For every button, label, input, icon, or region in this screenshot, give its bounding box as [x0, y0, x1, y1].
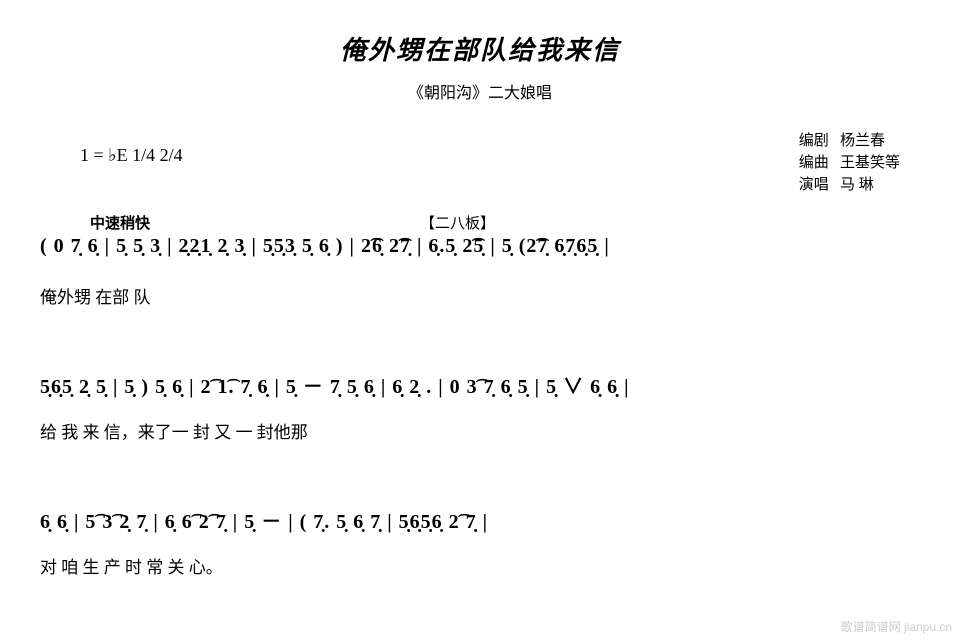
- notes: 5̣6̣5̣ 2̣ 5̣ | 5̣ ) 5̣ 6̣ | 2͡ 1͡. 7̣ 6̣…: [40, 376, 630, 398]
- lyrics-line-3: 对 咱 生 产 时 常 关 心。: [40, 553, 920, 578]
- score-subtitle: 《朝阳沟》二大娘唱: [0, 79, 960, 103]
- watermark: 歌谱简谱网 jianpu.cn: [841, 618, 952, 635]
- notation-line-3: 6̣ 6̣ | 5͡ 3͡ 2̣ 7̣ | 6̣ 6͡ 2͡ 7̣ | 5̣ －…: [40, 505, 920, 534]
- notation-line-2: 5̣6̣5̣ 2̣ 5̣ | 5̣ ) 5̣ 6̣ | 2͡ 1͡. 7̣ 6̣…: [40, 370, 920, 399]
- lyrics: 俺外甥 在部 队: [40, 288, 151, 307]
- score-title: 俺外甥在部队给我来信: [0, 30, 960, 67]
- notes: ( 0 7̣ 6̣ | 5̣ 5̣ 3̣ | 2̣2̣1̣ 2̣ 3̣ | 5̣…: [40, 235, 610, 257]
- lyrics-line-2: 给 我 来 信，来了一 封 又 一 封他那: [40, 418, 920, 443]
- credit-name: 王基笑等: [840, 155, 900, 171]
- credits-block: 编剧 杨兰春 编曲 王基笑等 演唱 马 琳: [799, 130, 900, 196]
- lyrics: 对 咱 生 产 时 常 关 心。: [40, 558, 223, 577]
- notation-line-1: ( 0 7̣ 6̣ | 5̣ 5̣ 3̣ | 2̣2̣1̣ 2̣ 3̣ | 5̣…: [40, 235, 920, 258]
- credit-bianju: 编剧 杨兰春: [799, 130, 900, 152]
- credit-name: 马 琳: [840, 177, 874, 193]
- credit-label: 演唱: [799, 177, 829, 193]
- section-marking: 【二八板】: [420, 212, 495, 233]
- lyrics: 给 我 来 信，来了一 封 又 一 封他那: [40, 423, 308, 442]
- lyrics-line-1: 俺外甥 在部 队: [40, 283, 920, 308]
- credit-label: 编剧: [799, 133, 829, 149]
- credit-bianqu: 编曲 王基笑等: [799, 152, 900, 174]
- key-signature: 1 = ♭E 1/4 2/4: [80, 145, 183, 166]
- notes: 6̣ 6̣ | 5͡ 3͡ 2̣ 7̣ | 6̣ 6͡ 2͡ 7̣ | 5̣ －…: [40, 511, 488, 533]
- tempo-marking: 中速稍快: [90, 212, 150, 233]
- credit-name: 杨兰春: [840, 133, 885, 149]
- credit-label: 编曲: [799, 155, 829, 171]
- credit-yanchang: 演唱 马 琳: [799, 174, 900, 196]
